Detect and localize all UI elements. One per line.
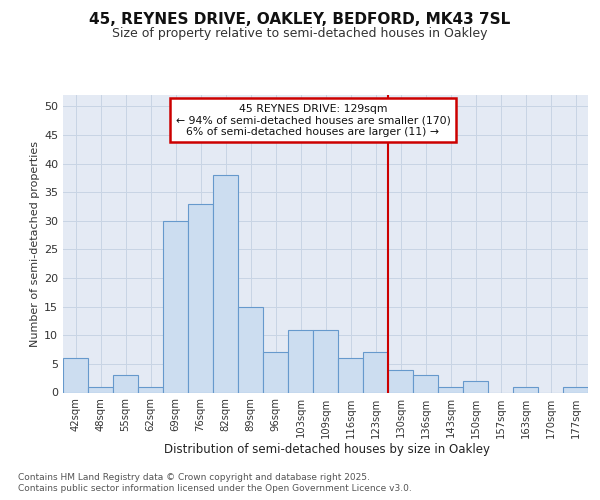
Text: Contains public sector information licensed under the Open Government Licence v3: Contains public sector information licen… bbox=[18, 484, 412, 493]
Bar bbox=[238, 306, 263, 392]
Bar bbox=[113, 376, 138, 392]
Bar bbox=[288, 330, 313, 392]
Bar bbox=[513, 387, 538, 392]
Bar bbox=[213, 175, 238, 392]
Bar bbox=[263, 352, 288, 393]
Bar bbox=[413, 376, 438, 392]
Bar bbox=[63, 358, 88, 392]
Bar bbox=[88, 387, 113, 392]
Bar bbox=[138, 387, 163, 392]
Bar bbox=[313, 330, 338, 392]
Bar bbox=[188, 204, 213, 392]
Text: Size of property relative to semi-detached houses in Oakley: Size of property relative to semi-detach… bbox=[112, 28, 488, 40]
Bar bbox=[163, 221, 188, 392]
Text: Distribution of semi-detached houses by size in Oakley: Distribution of semi-detached houses by … bbox=[164, 442, 490, 456]
Bar bbox=[363, 352, 388, 393]
Bar bbox=[438, 387, 463, 392]
Y-axis label: Number of semi-detached properties: Number of semi-detached properties bbox=[30, 141, 40, 347]
Text: 45, REYNES DRIVE, OAKLEY, BEDFORD, MK43 7SL: 45, REYNES DRIVE, OAKLEY, BEDFORD, MK43 … bbox=[89, 12, 511, 28]
Bar bbox=[463, 381, 488, 392]
Bar bbox=[563, 387, 588, 392]
Text: Contains HM Land Registry data © Crown copyright and database right 2025.: Contains HM Land Registry data © Crown c… bbox=[18, 472, 370, 482]
Text: 45 REYNES DRIVE: 129sqm
← 94% of semi-detached houses are smaller (170)
6% of se: 45 REYNES DRIVE: 129sqm ← 94% of semi-de… bbox=[176, 104, 451, 137]
Bar bbox=[388, 370, 413, 392]
Bar bbox=[338, 358, 363, 392]
